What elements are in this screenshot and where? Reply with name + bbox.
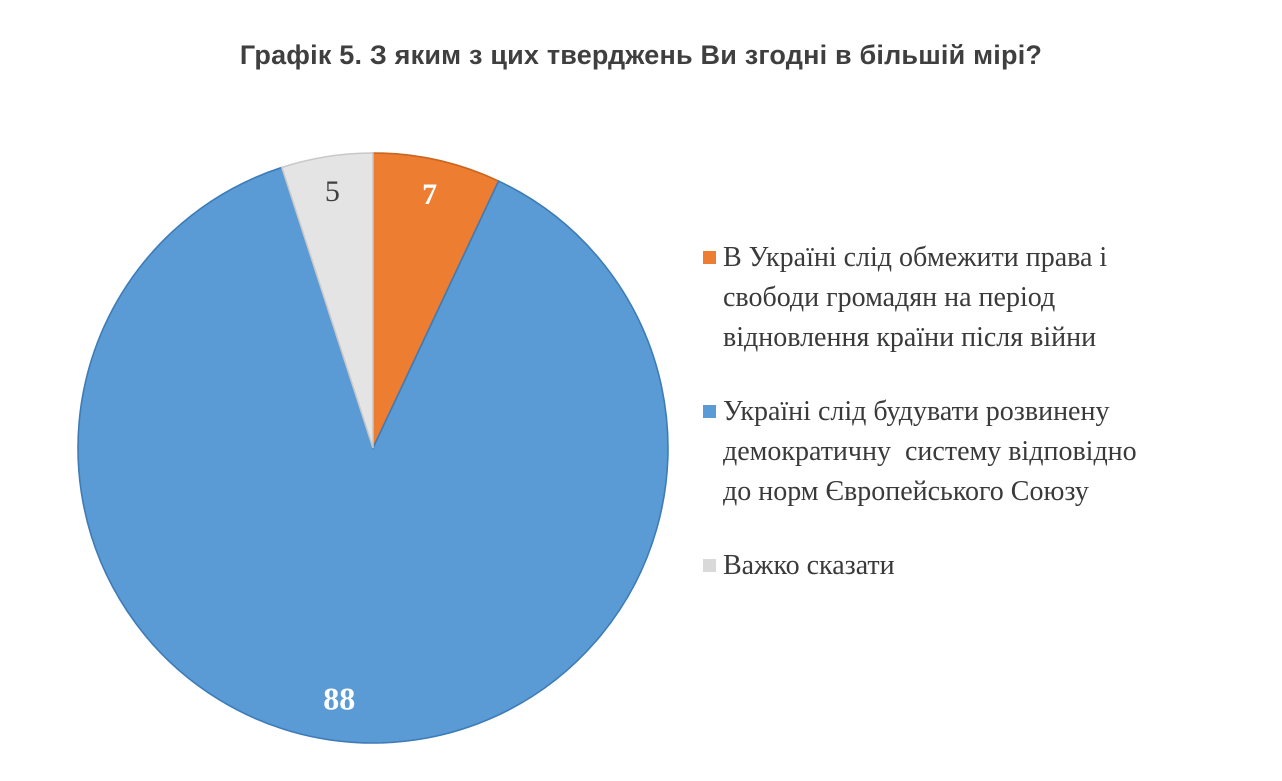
pie-data-labels: 7 88 5 (323, 175, 437, 716)
pie-slice-0 (372, 152, 500, 449)
pie-data-label-0: 7 (422, 178, 437, 211)
pie-data-label-2: 5 (325, 175, 340, 208)
legend-item-hard-to-say: Важко сказати (703, 546, 1278, 586)
legend-swatch-blue-icon (703, 405, 716, 418)
pie-slice-2 (280, 152, 374, 449)
pie-chart: 7 88 5 (77, 152, 669, 744)
legend-label: В Україні слід обмежити права і свободи … (723, 242, 1108, 353)
pie-slice-1 (77, 166, 669, 744)
legend-swatch-gray-icon (703, 559, 716, 572)
legend-label: Важко сказати (723, 550, 895, 581)
pie-data-label-1: 88 (323, 680, 355, 716)
pie-slices (77, 152, 669, 744)
chart-title: Графік 5. З яким з цих тверджень Ви згод… (239, 40, 1043, 70)
legend-item-build-democracy: Україні слід будувати розвинену демократ… (703, 392, 1278, 512)
legend-label: Україні слід будувати розвинену демократ… (723, 396, 1137, 507)
chart-legend: В Україні слід обмежити права і свободи … (703, 238, 1278, 620)
legend-item-restrict-rights: В Україні слід обмежити права і свободи … (703, 238, 1278, 358)
legend-swatch-orange-icon (703, 251, 716, 264)
